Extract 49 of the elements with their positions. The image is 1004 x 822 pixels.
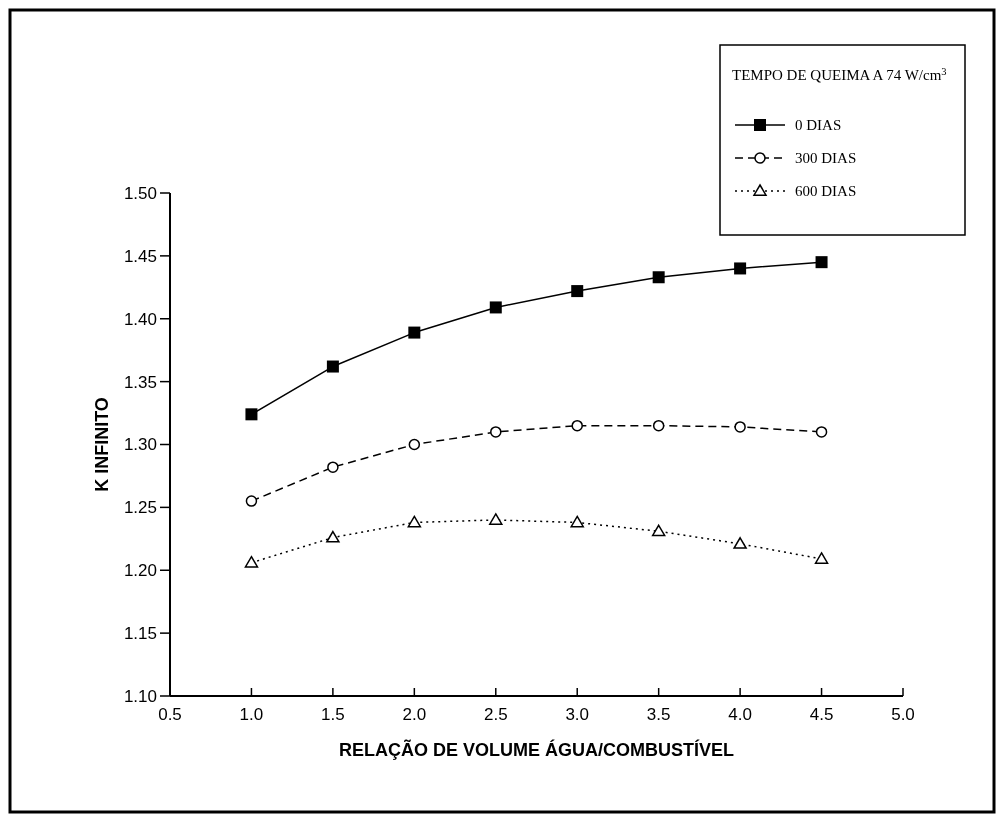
x-tick-label: 0.5 <box>158 705 182 724</box>
point <box>490 426 502 438</box>
x-tick-label: 5.0 <box>891 705 915 724</box>
y-tick-label: 1.40 <box>123 309 157 329</box>
point <box>245 408 258 421</box>
point <box>734 262 747 275</box>
point <box>408 438 421 451</box>
point <box>489 513 503 525</box>
point <box>327 461 339 473</box>
point <box>733 537 747 549</box>
y-tick-label: 1.30 <box>123 435 157 455</box>
point <box>652 419 665 432</box>
y-tick-label: 1.35 <box>123 372 157 392</box>
y-tick-label: 1.50 <box>123 183 157 203</box>
x-tick-label: 1.5 <box>321 705 345 724</box>
point <box>570 515 584 528</box>
point <box>571 419 583 432</box>
point <box>326 360 339 373</box>
x-tick-label: 3.0 <box>565 705 590 724</box>
point <box>407 515 422 528</box>
legend-label: 0 DIAS <box>795 117 842 134</box>
x-tick-label: 2.5 <box>483 705 508 724</box>
point <box>651 524 666 537</box>
point <box>814 552 829 564</box>
x-tick-label: 4.0 <box>728 705 752 724</box>
point <box>245 495 258 507</box>
y-tick-label: 1.20 <box>123 561 157 581</box>
point <box>815 256 828 269</box>
x-axis-title: RELAÇÃO DE VOLUME ÁGUA/COMBUSTÍVEL <box>338 739 735 760</box>
point <box>815 426 828 438</box>
point <box>652 271 665 284</box>
y-tick-label: 1.15 <box>123 624 157 644</box>
y-tick-label: 1.25 <box>123 498 157 518</box>
point <box>734 421 746 433</box>
y-tick-label: 1.45 <box>123 246 157 266</box>
point <box>326 530 340 543</box>
point <box>244 555 259 568</box>
x-tick-label: 3.5 <box>646 705 671 724</box>
point <box>408 326 421 339</box>
x-tick-label: 2.0 <box>402 705 427 724</box>
x-tick-label: 1.0 <box>239 705 264 724</box>
y-axis-title: K INFINITO <box>92 397 112 492</box>
point <box>489 301 502 314</box>
point <box>571 285 584 298</box>
legend-label: 600 DIAS <box>795 183 857 200</box>
y-tick-label: 1.10 <box>123 686 157 706</box>
x-tick-label: 4.5 <box>809 705 834 724</box>
legend-label: 300 DIAS <box>795 150 857 167</box>
legend-title: TEMPO DE QUEIMA A 74 W/cm$^{3}$ <box>732 65 947 83</box>
